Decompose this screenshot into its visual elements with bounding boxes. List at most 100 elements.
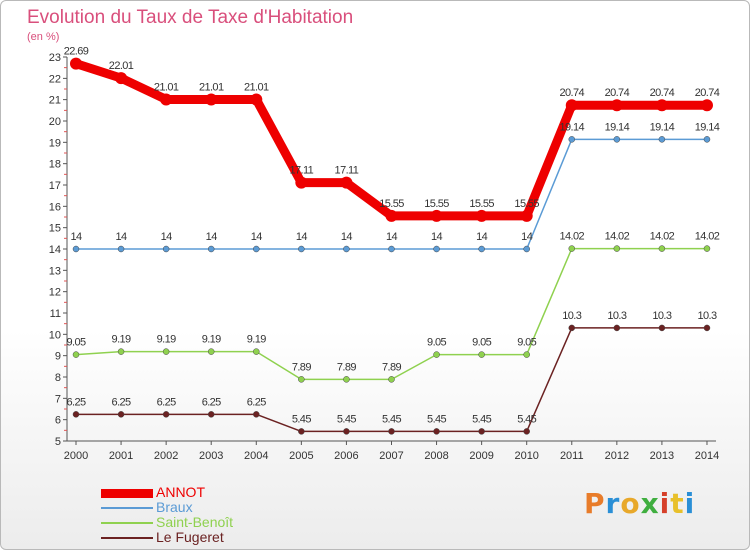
x-tick-label: 2011 [560, 450, 584, 462]
data-point [70, 57, 82, 70]
data-point [117, 411, 125, 418]
data-label: 6.25 [157, 396, 176, 408]
data-label: 5.45 [427, 413, 446, 425]
x-tick-label: 2008 [424, 450, 448, 462]
y-tick-label: 23 [49, 52, 61, 64]
data-point [298, 245, 305, 253]
data-label: 14.02 [650, 231, 675, 243]
data-point [343, 376, 350, 383]
data-label: 20.74 [605, 87, 630, 99]
data-label: 21.01 [154, 81, 179, 93]
data-label: 14.02 [695, 231, 720, 243]
data-point [162, 348, 170, 355]
data-label: 15.55 [514, 198, 539, 210]
x-tick-label: 2001 [109, 450, 133, 462]
data-label: 9.19 [247, 334, 266, 346]
data-point [610, 99, 623, 112]
x-tick-label: 2003 [199, 450, 223, 462]
legend-label: ANNOT [156, 484, 205, 500]
y-tick-label: 21 [49, 95, 61, 107]
data-point [205, 93, 218, 106]
data-label: 19.14 [650, 121, 675, 133]
y-tick-label: 5 [55, 436, 61, 448]
data-point [478, 245, 485, 253]
data-label: 15.55 [379, 198, 404, 210]
data-point [295, 176, 308, 189]
y-tick-label: 17 [49, 180, 61, 192]
data-point [613, 136, 621, 143]
data-point [160, 93, 173, 106]
x-tick-label: 2006 [334, 450, 358, 462]
x-tick-label: 2002 [154, 450, 178, 462]
data-point [433, 351, 440, 358]
data-label: 9.05 [427, 337, 446, 349]
x-tick-label: 2005 [289, 450, 313, 462]
data-point [523, 428, 530, 435]
data-point [703, 245, 711, 252]
data-point [703, 324, 711, 332]
data-label: 5.45 [517, 413, 536, 425]
data-label: 6.25 [247, 396, 266, 408]
data-point [388, 376, 395, 383]
x-tick-label: 2007 [379, 450, 403, 462]
data-label: 14.02 [560, 231, 585, 243]
data-label: 14 [386, 231, 398, 243]
y-tick-label: 7 [55, 393, 61, 405]
data-point [117, 348, 125, 355]
data-label: 22.69 [64, 46, 89, 58]
data-point [162, 245, 170, 253]
data-label: 21.01 [244, 81, 269, 93]
legend-label: Saint-Benoît [156, 514, 234, 530]
data-label: 20.74 [650, 87, 675, 99]
data-point [253, 411, 260, 418]
y-tick-label: 13 [49, 265, 61, 277]
data-point [343, 428, 350, 435]
data-point [115, 72, 128, 85]
y-tick-label: 15 [49, 223, 61, 235]
data-label: 15.55 [424, 198, 449, 210]
data-point [475, 209, 488, 222]
y-tick-label: 10 [49, 329, 61, 341]
data-label: 14 [296, 231, 308, 243]
data-label: 5.45 [337, 413, 356, 425]
data-point [298, 376, 305, 383]
y-tick-label: 8 [55, 372, 61, 384]
chart-subtitle: (en %) [27, 31, 60, 43]
data-point [523, 351, 530, 358]
data-point [298, 428, 305, 435]
data-point [385, 209, 398, 222]
legend-swatch [101, 507, 153, 509]
data-label: 9.05 [517, 337, 536, 349]
data-point [520, 209, 533, 222]
legend-item: ANNOT [101, 484, 301, 500]
data-label: 7.89 [337, 361, 356, 373]
data-point [658, 136, 666, 143]
data-point [433, 428, 440, 435]
data-point [613, 324, 621, 332]
data-point [72, 245, 80, 253]
data-point [658, 245, 666, 252]
data-label: 19.14 [605, 121, 630, 133]
data-label: 15.55 [469, 198, 494, 210]
data-label: 7.89 [382, 361, 401, 373]
data-label: 17.11 [335, 165, 359, 177]
data-label: 14 [476, 231, 488, 243]
data-label: 5.45 [472, 413, 491, 425]
data-label: 14 [161, 231, 173, 243]
data-point [523, 245, 530, 253]
data-label: 6.25 [112, 396, 131, 408]
data-label: 5.45 [292, 413, 311, 425]
data-point [340, 176, 353, 189]
data-label: 17.11 [289, 165, 313, 177]
y-tick-label: 14 [49, 244, 61, 256]
data-point [253, 245, 260, 253]
x-tick-label: 2009 [469, 450, 493, 462]
legend-swatch [101, 537, 153, 539]
data-label: 10.3 [697, 310, 716, 322]
y-tick-label: 9 [55, 351, 61, 363]
data-label: 7.89 [292, 361, 311, 373]
data-label: 5.45 [382, 413, 401, 425]
legend-swatch [101, 488, 153, 498]
legend-item: Braux [101, 499, 301, 515]
data-label: 9.05 [472, 337, 491, 349]
